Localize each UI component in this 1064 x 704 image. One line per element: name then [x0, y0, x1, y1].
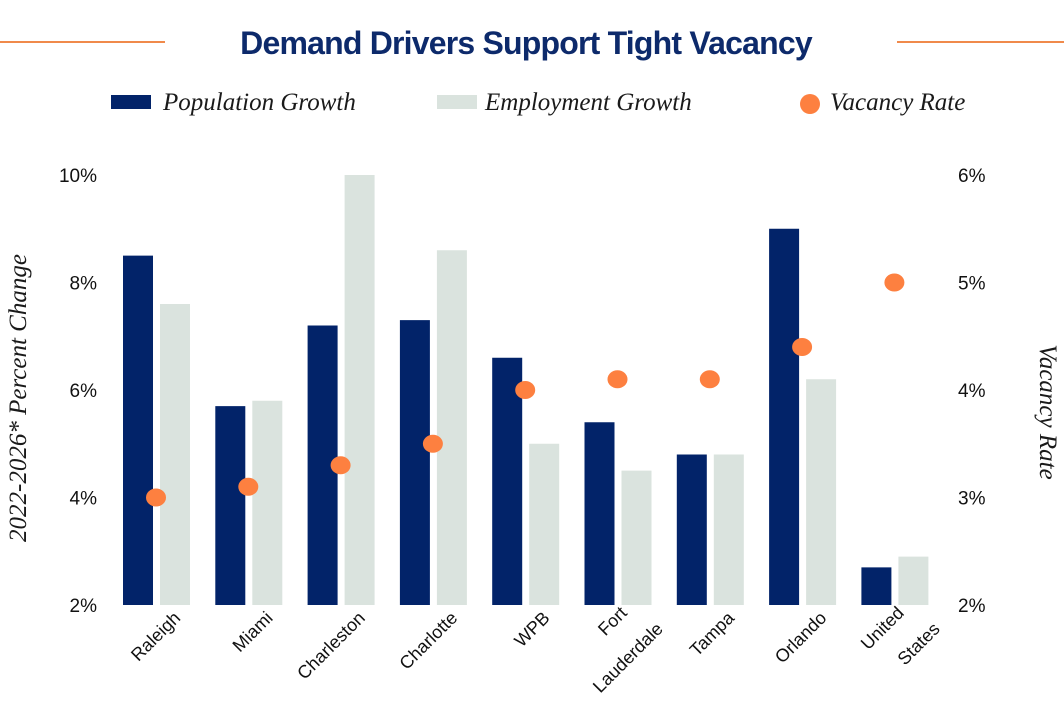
- y-axis-ticks: 2% 4% 6% 8% 10%: [59, 166, 97, 617]
- bar-employment: [344, 175, 375, 605]
- legend: Population Growth Employment Growth Vaca…: [111, 89, 965, 116]
- y2-tick-label: 3%: [958, 489, 986, 510]
- legend-label-employment: Employment Growth: [484, 89, 692, 116]
- bar-employment: [252, 400, 283, 605]
- bar-population: [676, 454, 707, 605]
- legend-swatch-employment: [437, 95, 477, 109]
- vacancy-dot: [330, 456, 351, 475]
- x-tick-label: Tampa: [686, 607, 739, 660]
- vacancy-dot: [884, 273, 905, 292]
- x-tick-label: States: [894, 619, 944, 669]
- bar-employment: [436, 250, 467, 605]
- legend-marker-vacancy: [800, 94, 820, 114]
- bar-employment: [898, 556, 929, 605]
- bar-employment: [160, 304, 190, 605]
- y2-axis-ticks: 2% 3% 4% 5% 6%: [958, 166, 986, 617]
- y2-tick-label: 2%: [958, 596, 986, 617]
- bar-population: [399, 320, 430, 605]
- y-tick-label: 4%: [70, 489, 98, 510]
- vacancy-dot: [607, 370, 628, 389]
- x-tick-label: United: [857, 603, 908, 654]
- bar-employment: [621, 470, 652, 605]
- y2-tick-label: 4%: [958, 381, 986, 402]
- x-axis-labels: Raleigh Miami Charleston Charlotte WPB FortLa…: [127, 603, 944, 697]
- y2-tick-label: 6%: [958, 166, 986, 187]
- x-tick-label: Raleigh: [127, 608, 184, 665]
- x-tick-label: Miami: [229, 608, 277, 656]
- y-tick-label: 2%: [70, 596, 98, 617]
- y-tick-label: 8%: [70, 274, 98, 295]
- bar-population: [861, 567, 892, 605]
- bar-employment: [529, 443, 560, 605]
- vacancy-dot: [515, 381, 536, 399]
- vacancy-dot: [146, 488, 166, 507]
- vacancy-dot: [699, 370, 720, 389]
- vacancy-dot: [792, 338, 813, 356]
- bar-population: [492, 357, 523, 605]
- x-tick-label: Orlando: [771, 608, 830, 667]
- y-axis-title: 2022-2026* Percent Change: [5, 254, 32, 542]
- x-tick-label: Charleston: [293, 608, 369, 684]
- x-tick-label: WPB: [510, 608, 553, 651]
- bar-employment: [713, 454, 744, 605]
- bars: [123, 175, 929, 605]
- y-tick-label: 10%: [59, 166, 97, 187]
- y2-axis-title: Vacancy Rate: [1034, 344, 1061, 479]
- bar-population: [769, 228, 800, 605]
- y-tick-label: 6%: [70, 381, 98, 402]
- y2-tick-label: 5%: [958, 274, 986, 295]
- vacancy-dot: [238, 477, 259, 496]
- x-tick-label: Fort: [594, 603, 631, 640]
- legend-label-population: Population Growth: [162, 89, 356, 116]
- legend-label-vacancy: Vacancy Rate: [830, 89, 965, 116]
- bar-population: [123, 255, 153, 605]
- bar-population: [215, 406, 246, 605]
- chart-title: Demand Drivers Support Tight Vacancy: [240, 25, 813, 61]
- x-tick-label: Charlotte: [395, 608, 461, 674]
- bar-employment: [806, 379, 837, 605]
- vacancy-dot: [422, 434, 443, 453]
- bar-population: [584, 422, 615, 605]
- vacancy-markers: [146, 273, 905, 507]
- legend-swatch-population: [111, 95, 151, 109]
